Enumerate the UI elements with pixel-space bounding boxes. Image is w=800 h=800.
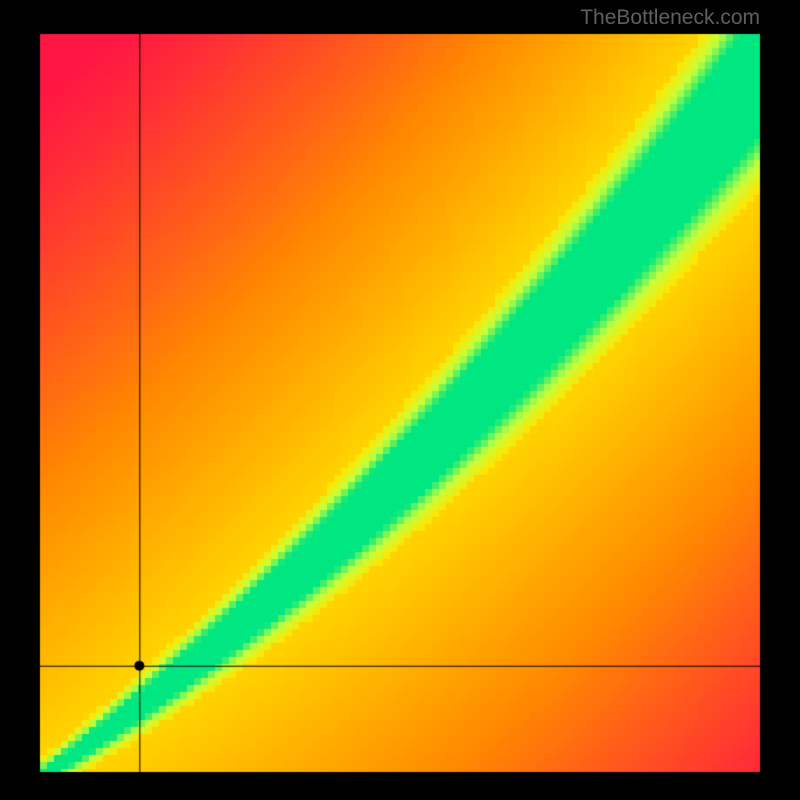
watermark-text: TheBottleneck.com [580,6,760,30]
bottleneck-heatmap [0,0,800,800]
